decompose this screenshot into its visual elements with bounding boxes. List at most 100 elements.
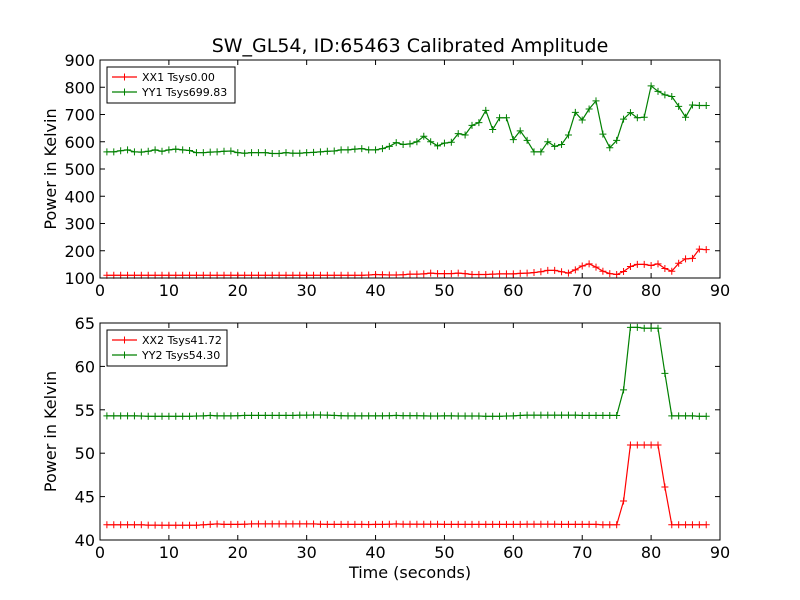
- data-point: [372, 520, 380, 528]
- data-point: [220, 147, 228, 155]
- data-point: [447, 520, 455, 528]
- data-point: [179, 521, 187, 529]
- data-point: [461, 131, 469, 139]
- data-point: [137, 412, 145, 420]
- data-point: [626, 109, 634, 117]
- data-point: [413, 270, 421, 278]
- x-tick-label: 60: [503, 543, 523, 562]
- data-point: [640, 324, 648, 332]
- data-point: [502, 520, 510, 528]
- data-point: [378, 412, 386, 420]
- data-point: [303, 149, 311, 157]
- data-point: [613, 521, 621, 529]
- data-point: [654, 324, 662, 332]
- legend-marker: [121, 88, 128, 96]
- data-point: [358, 145, 366, 153]
- data-point: [434, 412, 442, 420]
- data-point: [454, 520, 462, 528]
- data-point: [613, 411, 621, 419]
- y-tick-label: 500: [64, 160, 95, 179]
- data-point: [585, 105, 593, 113]
- data-point: [413, 138, 421, 146]
- x-tick-label: 40: [365, 543, 385, 562]
- data-point: [447, 270, 455, 278]
- legend-marker: [121, 336, 128, 344]
- data-point: [316, 411, 324, 419]
- data-point: [461, 412, 469, 420]
- y-axis-label: Power in Kelvin: [41, 108, 60, 229]
- data-point: [117, 412, 125, 420]
- data-point: [337, 146, 345, 154]
- data-point: [530, 520, 538, 528]
- data-point: [392, 411, 400, 419]
- data-point: [165, 146, 173, 154]
- data-point: [613, 270, 621, 278]
- data-point: [392, 139, 400, 147]
- data-point: [496, 270, 504, 278]
- data-point: [275, 149, 283, 157]
- data-point: [385, 412, 393, 420]
- data-point: [192, 521, 200, 529]
- x-tick-label: 10: [159, 281, 179, 300]
- bottom-panel: 0 10 20 30 40 50 60 70 80 90 40 45 50 55 60 65 Power in …: [41, 314, 730, 582]
- data-point: [137, 148, 145, 156]
- data-point: [213, 520, 221, 528]
- data-point: [509, 520, 517, 528]
- data-point: [344, 146, 352, 154]
- data-point: [551, 142, 559, 150]
- data-point: [592, 97, 600, 105]
- legend-label: YY1 Tsys699.83: [141, 86, 227, 99]
- data-point: [702, 412, 710, 420]
- data-point: [344, 520, 352, 528]
- y-tick-label: 50: [75, 444, 95, 463]
- data-point: [254, 149, 262, 157]
- data-point: [248, 149, 256, 157]
- data-point: [427, 520, 435, 528]
- data-point: [530, 269, 538, 277]
- data-point: [523, 269, 531, 277]
- data-point: [103, 521, 111, 529]
- data-point: [544, 411, 552, 419]
- data-point: [620, 115, 628, 123]
- data-point: [130, 148, 138, 156]
- data-point: [117, 521, 125, 529]
- data-point: [530, 148, 538, 156]
- data-point: [310, 411, 318, 419]
- data-point: [702, 246, 710, 254]
- data-point: [585, 411, 593, 419]
- data-point: [399, 140, 407, 148]
- data-point: [620, 497, 628, 505]
- data-point: [675, 412, 683, 420]
- data-point: [206, 148, 214, 156]
- data-point: [420, 412, 428, 420]
- x-tick-label: 80: [641, 543, 661, 562]
- data-point: [434, 142, 442, 150]
- data-point: [220, 412, 228, 420]
- data-point: [558, 411, 566, 419]
- data-point: [682, 255, 690, 263]
- data-point: [144, 521, 152, 529]
- data-point: [688, 254, 696, 262]
- data-point: [385, 271, 393, 279]
- data-point: [682, 412, 690, 420]
- data-point: [496, 412, 504, 420]
- data-point: [434, 270, 442, 278]
- data-point: [117, 147, 125, 155]
- data-point: [558, 268, 566, 276]
- data-point: [592, 263, 600, 271]
- data-point: [110, 412, 118, 420]
- data-point: [640, 113, 648, 121]
- data-point: [447, 412, 455, 420]
- x-tick-label: 30: [296, 543, 316, 562]
- data-point: [351, 412, 359, 420]
- data-point: [695, 412, 703, 420]
- x-tick-label: 90: [710, 543, 730, 562]
- data-point: [330, 147, 338, 155]
- data-point: [440, 520, 448, 528]
- y-tick-label: 60: [75, 357, 95, 376]
- data-point: [564, 269, 572, 277]
- data-point: [654, 87, 662, 95]
- data-point: [199, 521, 207, 529]
- data-point: [661, 264, 669, 272]
